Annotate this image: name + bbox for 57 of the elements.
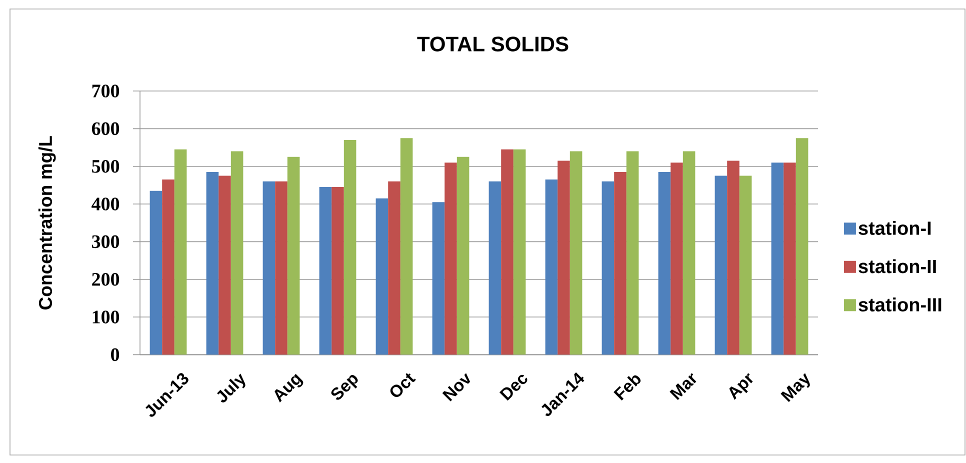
- bar: [796, 138, 808, 355]
- bar: [262, 181, 276, 355]
- bar: [150, 190, 162, 355]
- y-tick-label: 700: [92, 84, 120, 98]
- y-tick-label: 500: [92, 160, 120, 173]
- y-tick-label: 100: [92, 310, 120, 324]
- bar: [771, 162, 784, 355]
- y-axis-title: Concentration mg/L: [38, 136, 56, 310]
- x-tick-label: Dec: [499, 374, 528, 401]
- bar: [400, 138, 413, 355]
- bar: [287, 156, 300, 355]
- bar: [658, 172, 671, 355]
- bar: [230, 151, 244, 355]
- bar: [218, 176, 231, 355]
- y-tick-label: 200: [92, 272, 120, 286]
- bar: [739, 176, 752, 355]
- bar: [727, 160, 740, 355]
- bar: [626, 151, 639, 355]
- bar: [444, 162, 457, 355]
- bar: [570, 151, 582, 355]
- bar: [174, 149, 187, 355]
- bar: [376, 198, 388, 355]
- bar: [432, 202, 445, 355]
- y-tick-label: 600: [92, 122, 120, 136]
- legend-label: station-III: [858, 298, 942, 312]
- bar: [501, 149, 514, 355]
- bar: [784, 162, 796, 355]
- bar: [456, 156, 470, 355]
- bar: [319, 187, 332, 355]
- y-tick-label: 300: [92, 235, 120, 248]
- bar: [332, 187, 344, 355]
- chart-title: TOTAL SOLIDS: [417, 36, 568, 52]
- x-tick-label: Oct: [390, 373, 416, 397]
- bar: [545, 180, 558, 355]
- x-tick-label: Apr: [729, 373, 753, 400]
- bar: [162, 180, 174, 355]
- x-tick-label: Aug: [274, 374, 304, 403]
- bar: [488, 181, 502, 355]
- bar: [388, 181, 400, 355]
- bar: [602, 181, 614, 355]
- x-tick-label: Nov: [442, 373, 470, 402]
- x-tick-label: Sep: [331, 374, 358, 400]
- bar: [513, 149, 526, 355]
- bar: [344, 140, 356, 355]
- bar: [614, 172, 626, 355]
- legend-label: station-I: [858, 220, 931, 235]
- bar: [682, 151, 696, 355]
- y-tick-label: 400: [92, 198, 120, 210]
- bar: [714, 176, 728, 355]
- legend-label: station-II: [858, 259, 936, 274]
- x-tick-label: Mar: [670, 373, 696, 400]
- x-tick-label: Feb: [614, 375, 641, 400]
- bar: [558, 160, 570, 355]
- bar: [206, 172, 219, 355]
- y-tick-label: 0: [111, 348, 120, 362]
- bar: [275, 181, 288, 355]
- bar: [670, 162, 683, 355]
